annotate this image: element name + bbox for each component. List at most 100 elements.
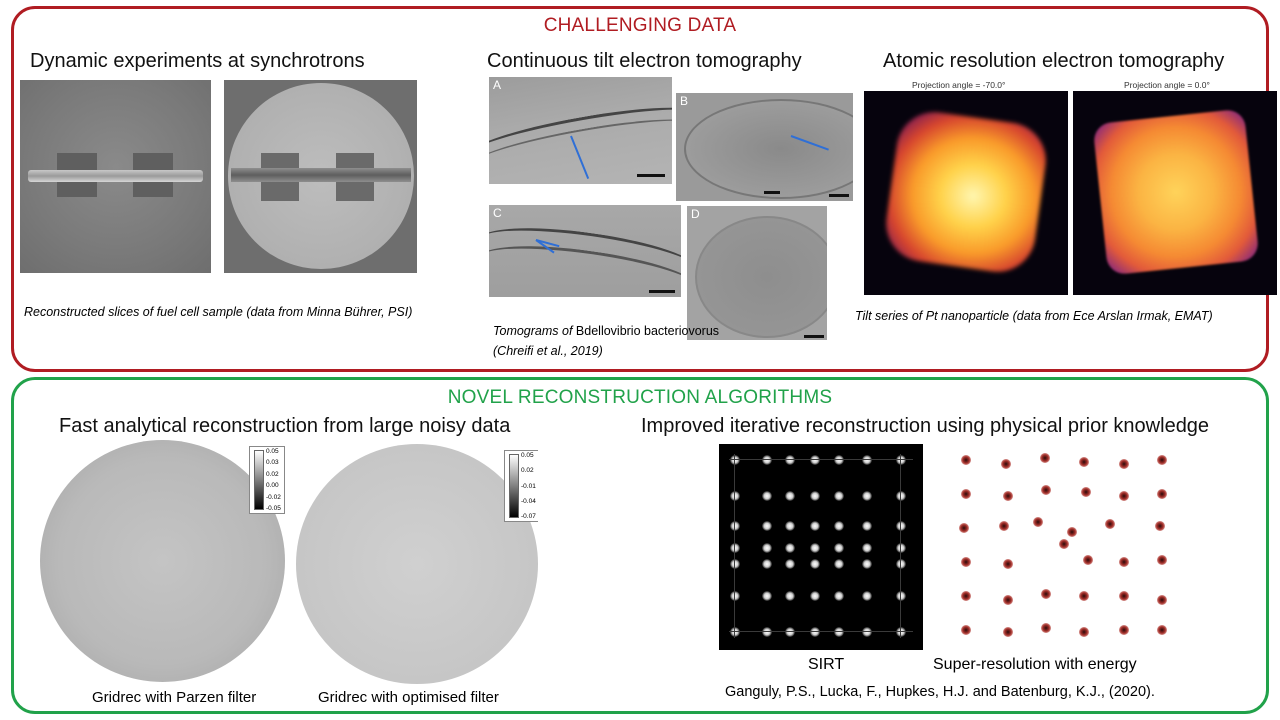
superres-spot — [961, 557, 971, 567]
sirt-spot — [862, 627, 872, 637]
colorbar-tick: 0.02 — [521, 467, 534, 475]
projection-label-2: Projection angle = 0.0° — [1124, 80, 1210, 90]
sirt-spot — [730, 627, 740, 637]
panel-title: NOVEL RECONSTRUCTION ALGORITHMS — [447, 387, 833, 408]
sirt-spot — [896, 455, 906, 465]
super-resolution-image — [940, 444, 1176, 650]
superres-spot — [1059, 539, 1069, 549]
sirt-spot — [834, 559, 844, 569]
superres-spot — [1119, 459, 1129, 469]
superres-spot — [1083, 555, 1093, 565]
tomogram-c: C — [489, 205, 681, 297]
sirt-spot — [862, 559, 872, 569]
tilt-caption-species: Bdellovibrio bacteriovorus — [575, 324, 720, 338]
superres-spot — [1157, 455, 1167, 465]
sirt-spot — [862, 521, 872, 531]
colorbar-tick: -0.01 — [521, 482, 536, 490]
sirt-spot — [730, 491, 740, 501]
sirt-spot — [730, 543, 740, 553]
sirt-spot — [896, 627, 906, 637]
sirt-caption: SIRT — [808, 656, 845, 673]
sirt-spot — [730, 559, 740, 569]
colorbar-tick: 0.05 — [266, 448, 279, 455]
gridrec-parzen-image: 0.05 0.03 0.02 0.00 -0.02 -0.05 — [40, 440, 285, 682]
sirt-streak — [900, 454, 901, 638]
sirt-spot — [762, 627, 772, 637]
sirt-streak — [729, 459, 913, 460]
superres-spot — [1001, 459, 1011, 469]
tomogram-a: A — [489, 77, 672, 184]
sirt-spot — [730, 591, 740, 601]
nanoparticle-projection-1 — [864, 91, 1068, 295]
superres-spot — [1157, 625, 1167, 635]
superres-spot — [1041, 485, 1051, 495]
sirt-spot — [834, 543, 844, 553]
superres-spot — [1157, 595, 1167, 605]
panel-label-b: B — [680, 94, 689, 108]
superres-spot — [1119, 625, 1129, 635]
sirt-spot — [785, 543, 795, 553]
sirt-spot — [834, 627, 844, 637]
superres-spot — [961, 489, 971, 499]
panel-label-c: C — [493, 206, 502, 220]
sirt-spot — [785, 455, 795, 465]
projection-label-1: Projection angle = -70.0° — [912, 80, 1006, 90]
superres-spot — [1041, 589, 1051, 599]
panel-label-a: A — [493, 78, 502, 92]
sirt-spot — [762, 559, 772, 569]
sirt-spot — [862, 591, 872, 601]
sirt-spot — [834, 591, 844, 601]
tilt-caption-prefix: Tomograms of — [493, 324, 573, 338]
colorbar-tick: -0.02 — [266, 493, 281, 501]
superres-spot — [959, 523, 969, 533]
citation: Ganguly, P.S., Lucka, F., Hupkes, H.J. a… — [725, 684, 1155, 700]
colorbar-tick: 0.02 — [266, 470, 279, 478]
superres-spot — [999, 521, 1009, 531]
colorbar-2: 0.05 0.02 -0.01 -0.04 -0.07 — [504, 450, 538, 522]
sirt-spot — [810, 627, 820, 637]
sirt-spot — [810, 491, 820, 501]
superres-spot — [1067, 527, 1077, 537]
colorbar-tick: 0.03 — [266, 459, 279, 467]
sirt-spot — [730, 455, 740, 465]
iterative-heading: Improved iterative reconstruction using … — [641, 415, 1210, 437]
fuel-cell-slice-2 — [224, 80, 417, 273]
gridrec-optimised-image: 0.05 0.02 -0.01 -0.04 -0.07 — [296, 444, 538, 684]
sirt-spot — [785, 559, 795, 569]
sirt-spot — [862, 543, 872, 553]
sirt-spot — [810, 543, 820, 553]
sirt-spot — [896, 543, 906, 553]
sirt-spot — [862, 455, 872, 465]
sirt-spot — [785, 521, 795, 531]
superres-spot — [1003, 595, 1013, 605]
superres-spot — [1003, 491, 1013, 501]
colorbar-1: 0.05 0.03 0.02 0.00 -0.02 -0.05 — [249, 446, 285, 514]
tomogram-b: B — [676, 93, 853, 201]
optimised-caption: Gridrec with optimised filter — [318, 689, 499, 706]
sirt-spot — [810, 521, 820, 531]
superres-spot — [1157, 489, 1167, 499]
superres-spot — [1003, 627, 1013, 637]
superres-spot — [961, 455, 971, 465]
sirt-spot — [810, 455, 820, 465]
sirt-spot — [762, 543, 772, 553]
sirt-spot — [896, 591, 906, 601]
superres-spot — [1079, 627, 1089, 637]
superres-spot — [1003, 559, 1013, 569]
tilt-caption-line2: (Chreifi et al., 2019) — [493, 344, 603, 358]
sirt-spot — [862, 491, 872, 501]
tilt-heading: Continuous tilt electron tomography — [487, 50, 802, 72]
colorbar-tick: 0.05 — [521, 452, 534, 459]
sirt-spot — [810, 559, 820, 569]
panel-title: CHALLENGING DATA — [543, 15, 737, 36]
sirt-spot — [762, 521, 772, 531]
sirt-spot — [896, 491, 906, 501]
sirt-spot — [762, 455, 772, 465]
analytical-heading: Fast analytical reconstruction from larg… — [59, 415, 511, 437]
synchrotron-heading: Dynamic experiments at synchrotrons — [30, 50, 365, 72]
superres-spot — [1081, 487, 1091, 497]
sirt-spot — [785, 491, 795, 501]
sirt-streak — [734, 454, 735, 638]
sirt-spot — [762, 491, 772, 501]
tomogram-d: D — [687, 206, 827, 340]
